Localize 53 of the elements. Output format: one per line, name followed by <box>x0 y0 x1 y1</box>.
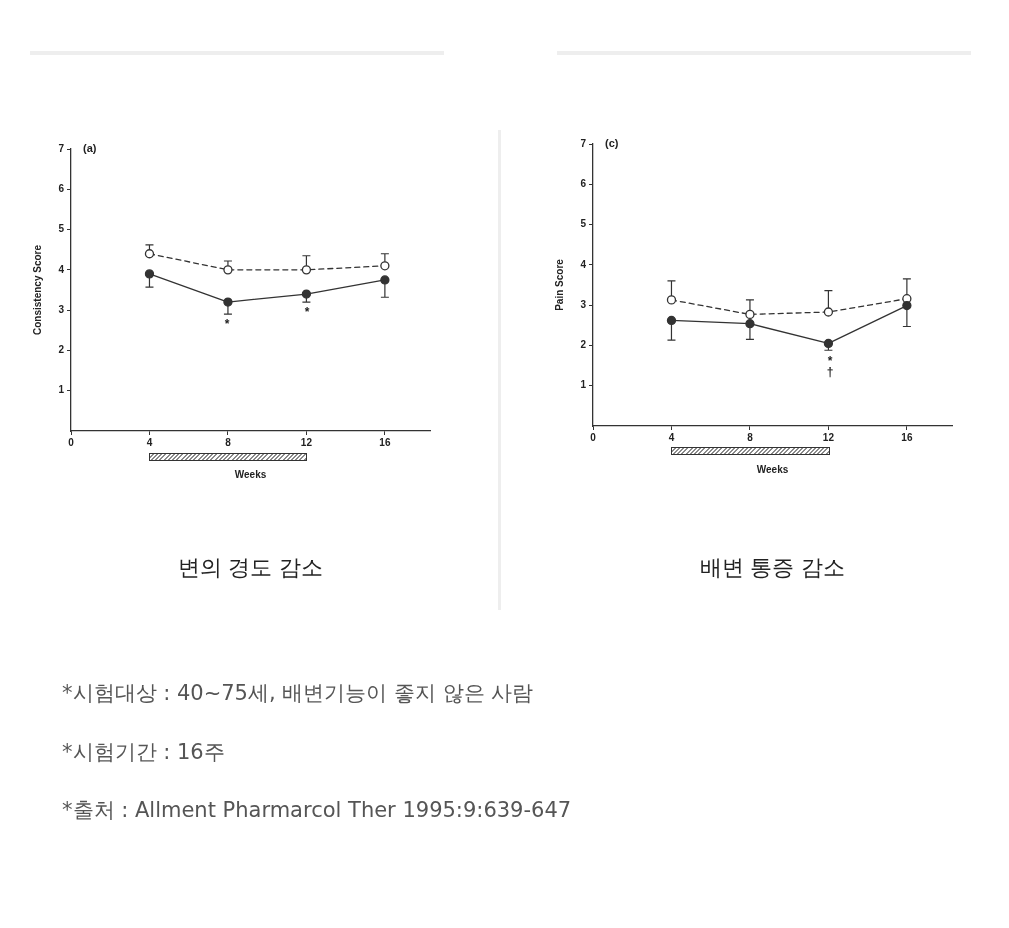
point <box>144 249 155 259</box>
text: *출처 : Allment Pharmarcol Ther 1995:9:639-647 <box>62 797 572 824</box>
y-tick-label: 2 <box>58 344 65 356</box>
x-tick-label: 8 <box>747 431 754 443</box>
y-tick-label: 1 <box>58 384 65 396</box>
x-tick-label: 12 <box>822 431 835 443</box>
x-tick-label: 0 <box>68 436 75 448</box>
y-tick-label: 7 <box>58 142 65 154</box>
point <box>902 300 912 311</box>
y-tick-label: 6 <box>580 178 587 190</box>
x-tick-label: 8 <box>225 436 232 448</box>
x-tick-label: 16 <box>901 431 913 443</box>
y-tick-label: 3 <box>580 298 587 310</box>
point <box>666 315 677 326</box>
point <box>301 265 312 275</box>
y-tick-label: 6 <box>58 183 65 195</box>
y-tick-label: 7 <box>580 137 587 149</box>
x-tick-label: 4 <box>668 431 675 443</box>
x-axis-title: Weeks <box>234 468 267 480</box>
y-tick-label: 3 <box>58 303 65 315</box>
text: 배변 통증 감소 <box>698 554 847 582</box>
point <box>745 309 755 320</box>
point <box>223 297 233 307</box>
y-tick-label: 5 <box>58 223 65 235</box>
point <box>144 269 155 279</box>
point <box>823 307 834 317</box>
point <box>380 261 390 271</box>
x-tick-label: 0 <box>590 431 597 443</box>
chart-title: (a) <box>83 142 97 155</box>
text: *시험기간 : 16주 <box>62 738 225 766</box>
y-axis-title: Consistency Score <box>31 244 43 336</box>
y-tick-label: 4 <box>58 263 65 275</box>
point <box>380 275 390 285</box>
text: *시험대상 : 40~75세, 배변기능이 좋지 않은 사람 <box>62 680 534 707</box>
y-tick-label: 2 <box>580 339 587 351</box>
point <box>823 338 834 349</box>
point <box>745 319 755 329</box>
text: 변의 경도 감소 <box>176 554 325 582</box>
y-axis-title: Pain Score <box>553 258 565 311</box>
x-tick-label: 12 <box>300 436 313 448</box>
y-tick-label: 4 <box>580 258 587 270</box>
x-axis-title: Weeks <box>756 463 789 475</box>
annotation: * <box>224 317 230 332</box>
annotation: * <box>304 305 310 320</box>
annotation: † <box>826 365 834 380</box>
point <box>301 289 312 299</box>
point <box>666 295 677 305</box>
y-tick-label: 5 <box>580 218 587 230</box>
chart-title: (c) <box>605 137 619 150</box>
point <box>223 265 233 275</box>
x-tick-label: 16 <box>379 436 391 448</box>
y-tick-label: 1 <box>580 379 587 391</box>
x-tick-label: 4 <box>146 436 153 448</box>
